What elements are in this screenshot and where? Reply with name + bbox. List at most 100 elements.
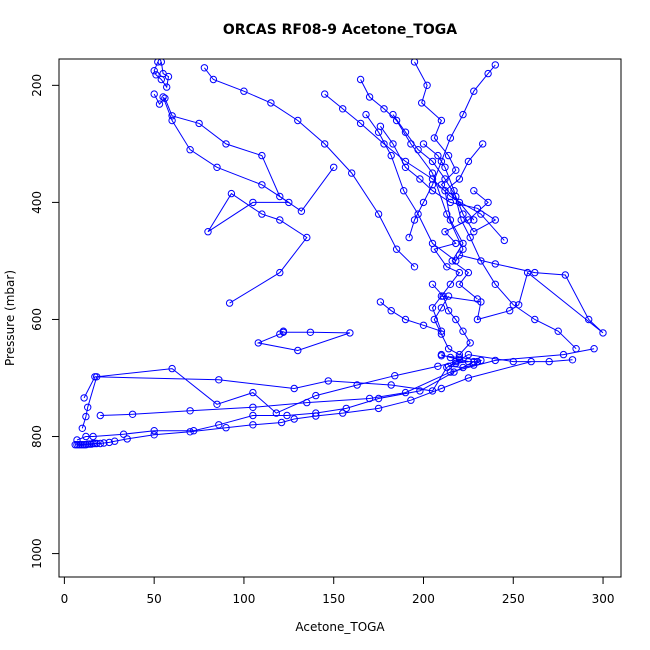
data-point [389,140,397,148]
data-point [222,424,230,432]
data-point [568,356,577,364]
data-point [428,175,437,183]
data-point [356,75,365,84]
x-tick-label: 0 [61,592,69,606]
data-point [213,163,221,172]
data-point [455,198,464,207]
data-point [428,387,437,395]
data-point [312,409,320,417]
data-point [470,87,478,95]
data-point [444,292,453,300]
x-tick-label: 200 [412,592,435,606]
series-line [162,96,308,304]
data-point [306,328,315,336]
data-point [459,363,467,372]
data-point [186,146,194,154]
data-point [155,100,164,108]
data-point [283,411,291,420]
data-point [446,280,455,288]
data-point [190,427,198,435]
data-point [470,361,478,369]
data-point [446,353,455,362]
data-point [459,110,467,119]
data-point [362,110,370,119]
data-point [339,409,347,417]
data-point [407,396,415,404]
data-point [434,362,442,370]
data-point [473,315,482,324]
data-point [443,263,451,271]
data-point [93,439,101,448]
data-point [84,403,92,411]
data-point [157,59,165,66]
series-line [153,61,170,89]
data-point [249,411,257,420]
data-point [294,346,302,355]
data-point [491,280,499,288]
data-point [410,216,419,224]
data-point [376,298,385,306]
data-point [249,421,257,429]
data-point [374,404,383,413]
series-line [379,114,497,233]
data-point [96,439,105,448]
data-point [428,169,437,177]
data-point [464,357,473,366]
data-point [437,116,446,125]
data-point [111,437,119,445]
y-axis-label: Pressure (mbar) [3,270,17,366]
series-11 [356,75,467,265]
data-point [400,187,408,195]
data-point [276,216,284,224]
series-13 [150,90,338,215]
data-point [150,431,158,439]
series-line [408,64,496,238]
series-16 [419,140,580,353]
y-tick-label: 800 [30,425,44,448]
y-tick-label: 1000 [30,538,44,569]
data-point [374,394,383,403]
data-point [428,181,437,189]
data-point [96,411,105,420]
series-line [360,79,464,262]
series-line [76,361,475,441]
data-point [249,388,257,397]
data-point [484,198,492,207]
data-point [509,301,517,309]
data-point [585,315,593,324]
data-point [455,353,464,362]
series-line [100,348,595,416]
series-line [256,330,351,352]
data-point [464,350,473,359]
data-point [479,140,487,148]
data-point [414,210,422,218]
data-point [452,239,460,248]
data-point [303,398,311,407]
data-point [154,59,162,66]
data-point [410,263,419,271]
data-point [491,216,499,224]
data-point [407,140,415,148]
data-point [428,304,437,312]
data-point [128,410,137,418]
data-point [348,169,356,177]
data-point [272,409,280,417]
data-point [452,166,460,174]
data-point [324,377,332,385]
data-point [450,187,458,195]
series-9 [376,187,492,335]
data-point [258,151,266,160]
series-line [414,61,475,221]
data-point [391,372,399,380]
data-point [523,268,532,277]
data-point [213,400,221,408]
series-21 [437,350,485,372]
series-layer [71,59,607,449]
data-point [215,421,223,429]
data-point [123,435,131,443]
data-point [466,233,474,242]
data-point [150,67,158,75]
data-point [437,304,446,312]
